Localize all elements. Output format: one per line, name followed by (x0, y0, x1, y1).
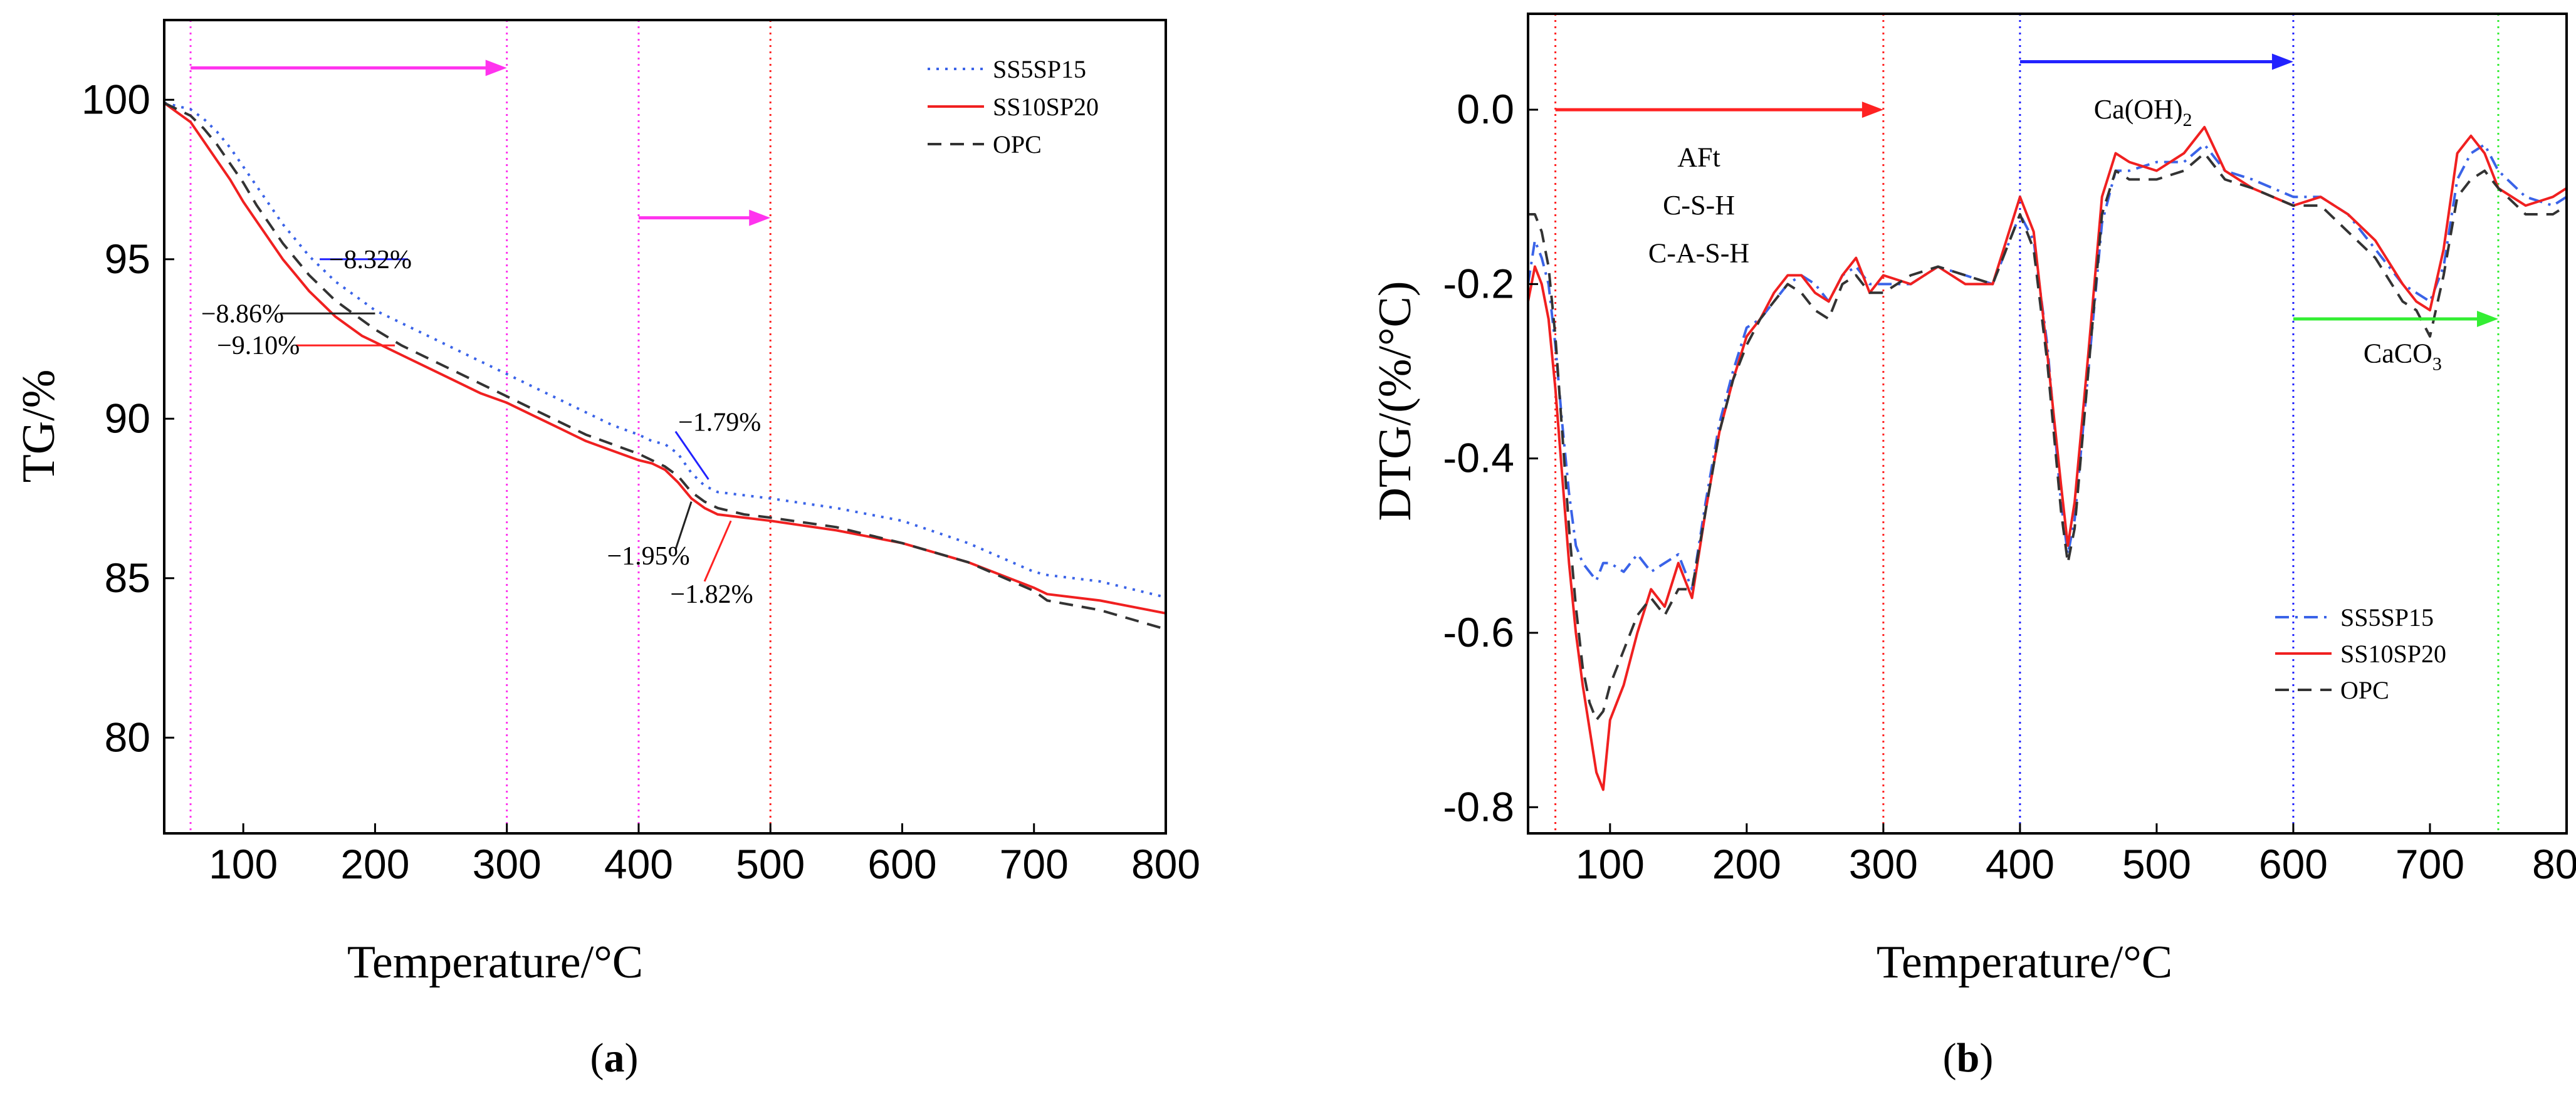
chart-a-plot-frame (163, 19, 1167, 835)
chart-a-ytick-label-4: 100 (81, 76, 150, 122)
chart-b-dtg: AFt C-S-H C-A-S-H Ca(OH)2 CaCO3 100 200 300 400… (1369, 13, 2576, 988)
chart-a-legend-label-ss5sp15: SS5SP15 (993, 55, 1086, 83)
chart-a-annotation-leader-3 (674, 430, 709, 480)
chart-a-xtick-label-2: 300 (473, 841, 542, 887)
chart-a-arrow-head-0 (485, 60, 507, 76)
chart-b-ytick-label-0: 0.0 (1457, 86, 1514, 132)
chart-b-ticks: 100 200 300 400 500 600 700 800 0.0 -0.2 -0.4 -0.6 -… (1443, 86, 2576, 887)
chart-a-ylabel: TG/% (13, 370, 65, 483)
chart-b-legend-label-ss10sp20: SS10SP20 (2340, 640, 2446, 668)
chart-b-annotation-1: C-S-H (1663, 190, 1735, 221)
chart-a-annotations: −8.32% −8.86% −9.10% −1.79% −1.95% −1.82% (201, 246, 761, 609)
chart-a-series-ss10sp20 (163, 102, 1166, 615)
panel-label-a: (a) (590, 1035, 639, 1081)
chart-b-vlines (1554, 14, 2500, 833)
chart-a-ticks: 100 200 300 400 500 600 700 800 80 85 90 95 100 (81, 76, 1200, 887)
chart-a-arrows (191, 60, 771, 226)
chart-b-xtick-label-0: 100 (1576, 841, 1645, 887)
chart-a-annotation-leader-5 (703, 520, 732, 582)
chart-a-xtick-label-5: 600 (867, 841, 936, 887)
chart-b-arrow-head-0 (1861, 102, 1883, 118)
chart-b-annotation-2: C-A-S-H (1648, 238, 1749, 269)
chart-b-xtick-label-1: 200 (1712, 841, 1781, 887)
chart-a-tg: −8.32% −8.86% −9.10% −1.79% −1.95% −1.82% 100… (13, 19, 1200, 988)
chart-b-ylabel: DTG/(%/°C) (1369, 281, 1421, 521)
chart-a-series (163, 102, 1166, 631)
chart-b-legend: SS5SP15 SS10SP20 OPC (2275, 603, 2446, 704)
chart-b-xtick-label-5: 600 (2259, 841, 2328, 887)
chart-b-plot-frame (1527, 13, 2568, 835)
chart-b-ytick-label-3: -0.6 (1443, 609, 1514, 655)
chart-b-xtick-label-7: 800 (2532, 841, 2576, 887)
chart-b-annotations: AFt C-S-H C-A-S-H Ca(OH)2 CaCO3 (1648, 94, 2442, 375)
chart-a-xtick-label-0: 100 (209, 841, 278, 887)
chart-a-annotation-4: −1.95% (607, 542, 689, 571)
chart-b-arrows (1555, 53, 2498, 328)
chart-a-series-opc (164, 102, 1166, 631)
chart-b-legend-label-opc: OPC (2340, 676, 2389, 704)
chart-b-ytick-label-2: -0.4 (1443, 435, 1514, 481)
chart-b-xtick-label-2: 300 (1849, 841, 1918, 887)
chart-a-xtick-label-4: 500 (736, 841, 805, 887)
chart-a-xtick-label-1: 200 (340, 841, 409, 887)
chart-b-ytick-label-1: -0.2 (1443, 260, 1514, 306)
chart-b-arrow-head-2 (2476, 311, 2498, 328)
chart-b-annotation-0: AFt (1677, 142, 1720, 173)
chart-a-xtick-label-3: 400 (604, 841, 673, 887)
chart-a-ytick-label-3: 95 (105, 236, 150, 282)
chart-a-arrow-head-1 (749, 209, 771, 226)
chart-a-annotation-1: −8.86% (201, 300, 284, 328)
chart-b-annotation-3: Ca(OH)2 (2094, 94, 2192, 130)
chart-b-legend-label-ss5sp15: SS5SP15 (2340, 603, 2434, 632)
chart-a-ytick-label-2: 90 (105, 395, 150, 441)
chart-a-annotation-2: −9.10% (217, 331, 300, 360)
chart-a-vlines (189, 20, 772, 833)
chart-a-xlabel: Temperature/°C (347, 937, 643, 988)
chart-a-xtick-label-6: 700 (1000, 841, 1069, 887)
chart-b-annotation-4: CaCO3 (2364, 338, 2442, 375)
chart-b-arrow-head-1 (2271, 53, 2293, 70)
chart-a-annotation-leader-4 (674, 501, 693, 550)
chart-b-xtick-label-6: 700 (2395, 841, 2464, 887)
chart-b-series-opc (1528, 152, 2568, 722)
chart-b-series-ss10sp20 (1527, 125, 2568, 791)
panel-label-b: (b) (1943, 1035, 1994, 1081)
chart-b-xtick-label-4: 500 (2122, 841, 2191, 887)
chart-a-annotation-3: −1.79% (678, 408, 761, 437)
chart-b-xtick-label-3: 400 (1986, 841, 2055, 887)
chart-a-legend-label-opc: OPC (993, 130, 1042, 159)
chart-a-xtick-label-7: 800 (1131, 841, 1200, 887)
chart-a-legend-label-ss10sp20: SS10SP20 (993, 93, 1099, 121)
chart-b-xlabel: Temperature/°C (1877, 937, 2172, 988)
chart-a-ytick-label-1: 85 (105, 555, 150, 601)
chart-a-legend: SS5SP15 SS10SP20 OPC (928, 55, 1099, 159)
chart-a-ytick-label-0: 80 (105, 714, 150, 760)
chart-a-series-ss5sp15 (164, 102, 1166, 599)
chart-b-series (1527, 125, 2568, 791)
chart-a-annotation-0: −8.32% (329, 246, 412, 274)
chart-b-ytick-label-4: -0.8 (1443, 783, 1514, 830)
chart-a-annotation-5: −1.82% (670, 580, 753, 609)
